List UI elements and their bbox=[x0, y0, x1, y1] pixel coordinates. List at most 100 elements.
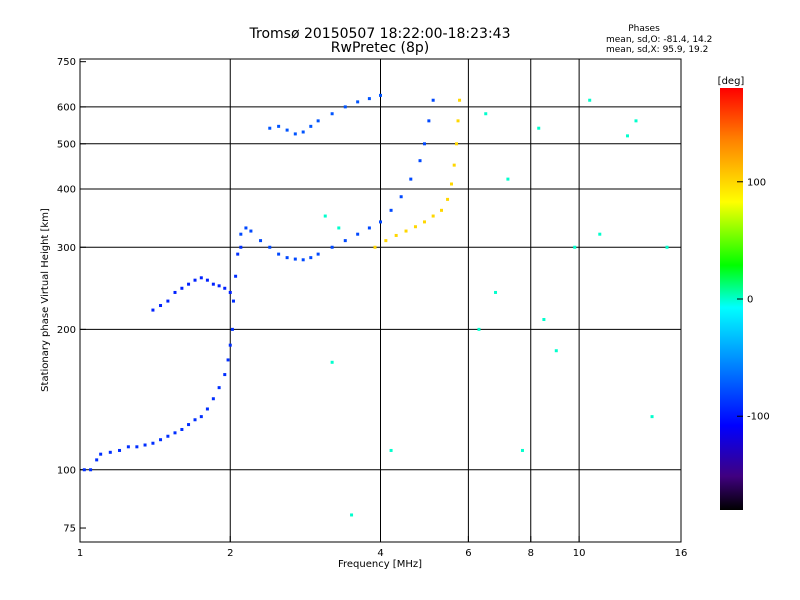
data-point bbox=[205, 278, 209, 282]
data-point bbox=[199, 415, 203, 419]
data-point bbox=[268, 126, 272, 130]
x-tick-label: 1 bbox=[77, 548, 83, 559]
data-point bbox=[343, 105, 347, 109]
y-tick-label: 300 bbox=[57, 243, 76, 254]
data-point bbox=[301, 130, 305, 134]
data-point bbox=[665, 245, 669, 249]
data-point bbox=[477, 327, 481, 331]
data-point bbox=[277, 252, 281, 256]
data-point bbox=[389, 448, 393, 452]
data-point bbox=[173, 431, 177, 435]
y-tick-label: 500 bbox=[57, 139, 76, 150]
x-tick-label: 10 bbox=[573, 548, 586, 559]
data-point bbox=[108, 450, 112, 454]
data-point bbox=[520, 448, 524, 452]
data-point bbox=[309, 256, 313, 260]
data-point bbox=[379, 93, 382, 97]
data-point bbox=[625, 134, 629, 138]
y-axis-label: Stationary phase Virtual Height [km] bbox=[40, 208, 51, 392]
data-point bbox=[217, 284, 221, 288]
colorbar-tick-label: -100 bbox=[747, 412, 770, 423]
data-point bbox=[211, 397, 215, 401]
data-point bbox=[409, 177, 413, 181]
data-point bbox=[236, 252, 240, 256]
data-point bbox=[151, 441, 155, 445]
data-point bbox=[350, 513, 354, 517]
data-point bbox=[316, 252, 320, 256]
data-point bbox=[234, 274, 238, 278]
data-point bbox=[418, 159, 422, 163]
data-point bbox=[404, 229, 408, 233]
axis-ticks: 1 2 4 6 8 10 16 75 100 200 300 400 500 600 750 bbox=[57, 57, 687, 559]
data-point bbox=[399, 195, 403, 199]
data-point bbox=[367, 97, 371, 101]
data-point bbox=[226, 358, 230, 362]
data-point bbox=[187, 423, 191, 427]
data-point bbox=[413, 225, 417, 229]
data-point bbox=[456, 119, 460, 123]
data-point bbox=[537, 126, 541, 130]
series-group bbox=[373, 98, 462, 249]
data-point bbox=[301, 258, 305, 262]
data-point bbox=[323, 214, 327, 218]
data-point bbox=[384, 239, 388, 243]
colorbar bbox=[720, 88, 743, 510]
data-point bbox=[598, 232, 602, 236]
data-point bbox=[259, 239, 263, 243]
data-point bbox=[231, 299, 235, 303]
phases-info-x-mode: mean, sd,X: 95.9, 19.2 bbox=[606, 45, 708, 55]
y-tick-label: 200 bbox=[57, 325, 76, 336]
data-point bbox=[205, 407, 209, 411]
data-point bbox=[484, 112, 488, 116]
data-point bbox=[223, 373, 227, 377]
data-point bbox=[217, 386, 221, 390]
data-point bbox=[394, 233, 398, 237]
data-point bbox=[634, 119, 638, 123]
data-point bbox=[449, 182, 453, 186]
data-point bbox=[367, 226, 371, 230]
x-tick-label: 8 bbox=[528, 548, 534, 559]
data-point bbox=[458, 98, 462, 102]
data-point bbox=[506, 177, 510, 181]
data-point bbox=[151, 308, 155, 312]
data-point bbox=[330, 245, 334, 249]
data-point bbox=[89, 468, 93, 472]
data-point bbox=[159, 438, 163, 442]
x-tick-label: 4 bbox=[377, 548, 383, 559]
data-point bbox=[440, 208, 444, 212]
data-point bbox=[193, 418, 197, 422]
data-point bbox=[650, 415, 654, 419]
data-point bbox=[99, 452, 103, 456]
data-point bbox=[356, 100, 360, 104]
data-point bbox=[285, 256, 289, 260]
series-group bbox=[323, 98, 669, 517]
data-point bbox=[446, 197, 450, 201]
series-group bbox=[82, 245, 243, 472]
data-point bbox=[588, 98, 592, 102]
data-point bbox=[228, 290, 232, 294]
x-tick-label: 6 bbox=[465, 548, 471, 559]
data-point bbox=[211, 282, 215, 286]
data-point bbox=[316, 119, 320, 123]
y-tick-label: 75 bbox=[63, 524, 76, 535]
series-group bbox=[151, 276, 232, 312]
data-point bbox=[173, 290, 177, 294]
data-point bbox=[143, 443, 147, 447]
colorbar-ticks: 100 0 -100 bbox=[737, 177, 770, 423]
data-point bbox=[82, 468, 86, 472]
data-point bbox=[293, 257, 297, 261]
chart-subtitle: RwPretec (8p) bbox=[331, 40, 429, 56]
data-point bbox=[427, 119, 431, 123]
data-point bbox=[166, 299, 170, 303]
data-point bbox=[373, 245, 377, 249]
data-point bbox=[223, 286, 227, 290]
data-point bbox=[309, 124, 313, 128]
data-point bbox=[244, 226, 248, 230]
data-point bbox=[180, 427, 184, 431]
data-point bbox=[379, 220, 382, 224]
data-points bbox=[82, 93, 669, 517]
data-point bbox=[343, 239, 347, 243]
data-point bbox=[431, 214, 435, 218]
data-point bbox=[337, 226, 341, 230]
data-point bbox=[277, 124, 281, 128]
